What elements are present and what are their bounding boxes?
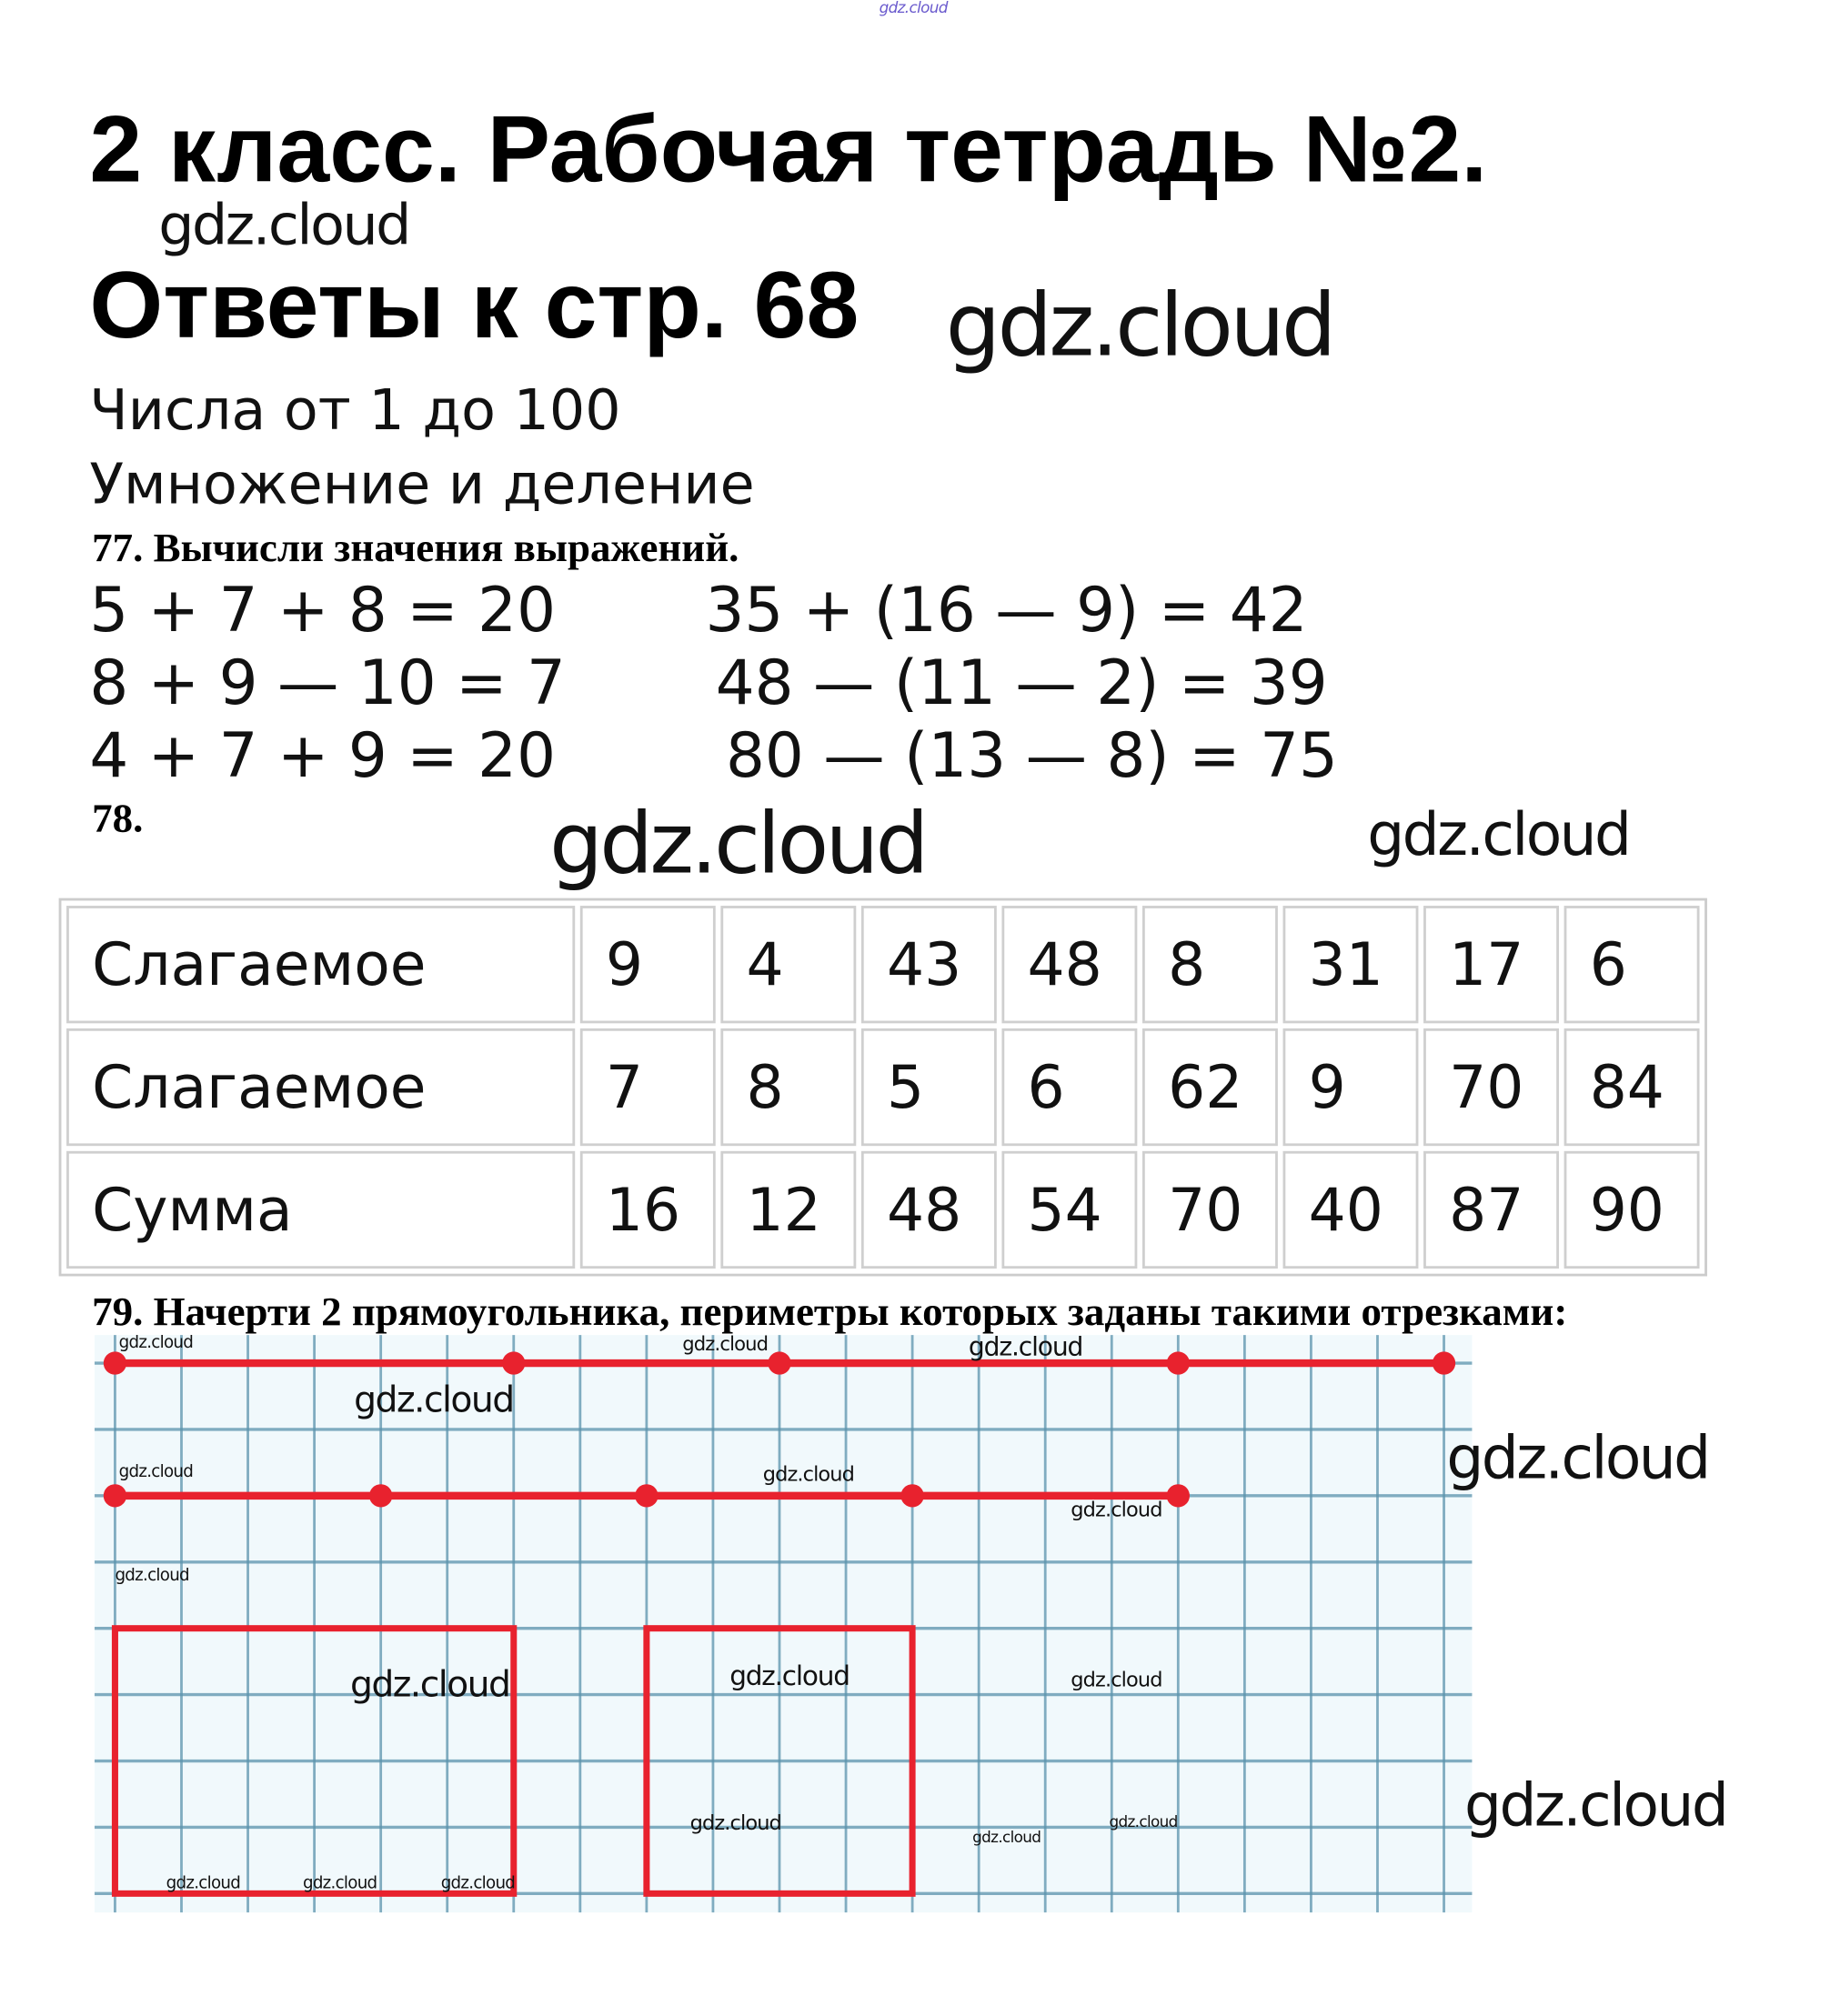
table-cell: 70 <box>1141 1150 1278 1269</box>
rectangle-2 <box>643 1625 916 1897</box>
task77-heading: 77. Вычисли значения выражений. <box>92 524 739 570</box>
table-row: Слагаемое 9 4 43 48 8 31 17 6 <box>66 906 1700 1024</box>
watermark: gdz.cloud <box>166 1873 241 1894</box>
table-cell: 4 <box>720 906 857 1024</box>
subtitle-line1: Числа от 1 до 100 <box>89 377 621 444</box>
watermark: gdz.cloud <box>945 276 1337 377</box>
table-cell: 31 <box>1282 906 1419 1024</box>
table-cell: 70 <box>1423 1028 1559 1147</box>
table-row: Слагаемое 7 8 5 6 62 9 70 84 <box>66 1028 1700 1147</box>
segment-2-point <box>635 1484 659 1508</box>
table-cell: 48 <box>1001 906 1138 1024</box>
table-cell: 12 <box>720 1150 857 1269</box>
equation: 80 — (13 — 8) = 75 <box>725 720 1338 793</box>
watermark: gdz.cloud <box>689 1810 782 1835</box>
page-title-line1: 2 класс. Рабочая тетрадь №2. <box>89 95 1488 202</box>
table-cell: 40 <box>1282 1150 1419 1269</box>
table-cell: 90 <box>1563 1150 1700 1269</box>
row-label: Сумма <box>66 1150 576 1269</box>
segment-2-point <box>369 1484 393 1508</box>
equation: 5 + 7 + 8 = 20 <box>89 575 556 647</box>
watermark: gdz.cloud <box>440 1873 516 1894</box>
table-cell: 62 <box>1141 1028 1278 1147</box>
watermark: gdz.cloud <box>115 1566 189 1586</box>
segment-2-point <box>103 1484 127 1508</box>
rectangle-1 <box>111 1625 518 1897</box>
watermark: gdz.cloud <box>762 1461 855 1486</box>
watermark: gdz.cloud <box>302 1873 377 1894</box>
equation: 8 + 9 — 10 = 7 <box>89 647 566 719</box>
task78-heading: 78. <box>92 794 144 841</box>
watermark: gdz.cloud <box>549 794 929 894</box>
grid-background <box>94 1335 1473 1913</box>
segment-1-point <box>502 1351 526 1375</box>
table-cell: 9 <box>1282 1028 1419 1147</box>
row-label: Слагаемое <box>66 1028 576 1147</box>
segment-1-point <box>1166 1351 1190 1375</box>
equation: 48 — (11 — 2) = 39 <box>715 647 1328 719</box>
table-cell: 43 <box>860 906 997 1024</box>
table-cell: 5 <box>860 1028 997 1147</box>
watermark-top: gdz.cloud <box>879 0 949 17</box>
row-label: Слагаемое <box>66 906 576 1024</box>
segment-1-point <box>768 1351 791 1375</box>
watermark: gdz.cloud <box>158 193 411 258</box>
subtitle-line2: Умножение и деление <box>89 452 755 517</box>
watermark: gdz.cloud <box>1071 1497 1162 1522</box>
watermark: gdz.cloud <box>1109 1812 1178 1831</box>
table-cell: 48 <box>860 1150 997 1269</box>
table-row: Сумма 16 12 48 54 70 40 87 90 <box>66 1150 1700 1269</box>
table-cell: 17 <box>1423 906 1559 1024</box>
table-cell: 54 <box>1001 1150 1138 1269</box>
watermark: gdz.cloud <box>968 1330 1083 1362</box>
table-cell: 6 <box>1001 1028 1138 1147</box>
watermark: gdz.cloud <box>682 1332 769 1356</box>
watermark: gdz.cloud <box>354 1378 515 1421</box>
table-cell: 7 <box>579 1028 716 1147</box>
watermark: gdz.cloud <box>972 1828 1041 1847</box>
table-cell: 8 <box>720 1028 857 1147</box>
watermark: gdz.cloud <box>1464 1770 1729 1840</box>
equation: 35 + (16 — 9) = 42 <box>705 575 1308 647</box>
segment-1-point <box>103 1351 127 1375</box>
watermark: gdz.cloud <box>118 1462 194 1482</box>
table-cell: 8 <box>1141 906 1278 1024</box>
watermark: gdz.cloud <box>118 1333 194 1353</box>
segment-2-point <box>900 1484 924 1508</box>
watermark: gdz.cloud <box>1367 799 1632 869</box>
segment-1-point <box>1432 1351 1456 1375</box>
watermark: gdz.cloud <box>1071 1667 1162 1692</box>
table-cell: 9 <box>579 906 716 1024</box>
equation: 4 + 7 + 9 = 20 <box>89 720 556 793</box>
watermark: gdz.cloud <box>729 1660 850 1692</box>
page-title-line2: Ответы к стр. 68 <box>89 251 860 358</box>
table-cell: 87 <box>1423 1150 1559 1269</box>
table-cell: 16 <box>579 1150 716 1269</box>
task78-table: Слагаемое 9 4 43 48 8 31 17 6 Слагаемое 7 8 5 6 62 9 70 8… <box>58 898 1707 1277</box>
task79-heading: 79. Начерти 2 прямоугольника, периметры … <box>92 1288 1568 1334</box>
watermark: gdz.cloud <box>349 1663 511 1706</box>
table-cell: 84 <box>1563 1028 1700 1147</box>
segment-2-point <box>1166 1484 1190 1508</box>
table-cell: 6 <box>1563 906 1700 1024</box>
watermark: gdz.cloud <box>1446 1423 1711 1492</box>
